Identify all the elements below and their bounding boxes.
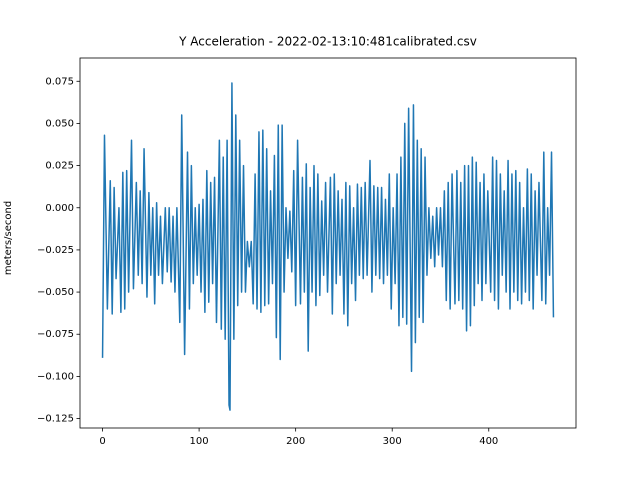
y-axis-label: meters/second xyxy=(3,201,14,275)
y-tick-label: 0.000 xyxy=(45,203,74,214)
y-tick-label: −0.050 xyxy=(37,287,74,298)
plot-frame xyxy=(79,57,577,429)
x-tick-label: 0 xyxy=(99,436,105,447)
y-tick-label: −0.125 xyxy=(37,414,74,425)
y-tick-label: −0.075 xyxy=(37,329,74,340)
y-tick-label: 0.050 xyxy=(45,118,74,129)
y-tick-label: 0.075 xyxy=(45,76,74,87)
x-tick-label: 100 xyxy=(190,436,209,447)
x-tick-label: 300 xyxy=(383,436,402,447)
y-tick-label: −0.025 xyxy=(37,245,74,256)
data-line xyxy=(101,82,555,411)
x-tick-label: 200 xyxy=(286,436,305,447)
y-tick-label: 0.025 xyxy=(45,161,74,172)
y-tick-label: −0.100 xyxy=(37,371,74,382)
x-tick-label: 400 xyxy=(479,436,498,447)
chart-title: Y Acceleration - 2022-02-13:10:481calibr… xyxy=(178,35,477,49)
